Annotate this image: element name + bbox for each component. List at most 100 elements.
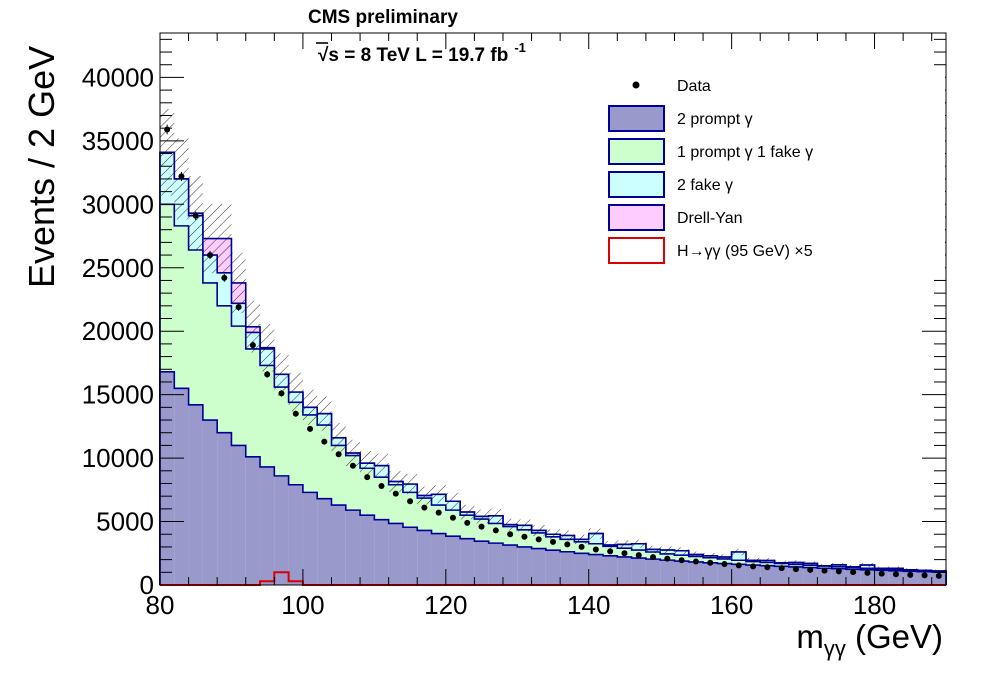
x-tick-label-140: 140 <box>567 590 610 620</box>
mc-uncertainty-band-bin-20 <box>445 492 461 510</box>
mc-uncertainty-band-bin-31 <box>603 541 618 550</box>
data-point-45 <box>807 566 814 573</box>
data-point-10 <box>307 425 314 432</box>
data-point-38 <box>707 559 714 566</box>
data-point-52 <box>907 571 914 578</box>
mc-uncertainty-band-bin-48 <box>845 565 861 569</box>
x-tick-label-160: 160 <box>710 590 753 620</box>
data-point-8 <box>278 390 285 397</box>
experiment-label: CMS preliminary <box>308 7 458 28</box>
mc-uncertainty-band-bin-18 <box>417 486 432 505</box>
y-tick-label-0: 0 <box>140 570 154 600</box>
2-prompt-bin-9 <box>288 484 303 585</box>
legend-item-drell-yan-label: Drell-Yan <box>677 210 743 227</box>
2-prompt-bin-21 <box>460 538 475 585</box>
mc-uncertainty-band-bin-10 <box>302 389 318 426</box>
mc-uncertainty-band-bin-54 <box>931 569 946 573</box>
mc-uncertainty-band-bin-38 <box>703 552 718 559</box>
data-point-11 <box>321 438 328 445</box>
y-tick-label-10000: 10000 <box>82 443 154 473</box>
mc-uncertainty-band-bin-39 <box>717 554 732 560</box>
data-point-16 <box>392 490 399 497</box>
mc-uncertainty-band-bin-43 <box>774 560 789 566</box>
x-tick-label-80: 80 <box>146 590 175 620</box>
data-point-12 <box>335 451 342 458</box>
lumi-exponent: -1 <box>514 40 526 55</box>
mc-uncertainty-band-bin-14 <box>360 450 375 476</box>
data-point-33 <box>635 552 642 559</box>
2-prompt-bin-6 <box>245 456 261 585</box>
data-point-27 <box>550 538 556 545</box>
legend: Data 2 prompt γ 1 prompt γ 1 fake γ 2 fake … <box>597 70 945 273</box>
mc-uncertainty-band-bin-33 <box>631 539 646 548</box>
data-point-26 <box>535 536 542 543</box>
legend-item-data-label: Data <box>677 78 711 95</box>
x-tick-label-120: 120 <box>424 590 467 620</box>
y-axis-title: Events / 2 GeV <box>21 46 62 288</box>
2-prompt-bin-39 <box>717 563 732 585</box>
2-prompt-bin-44 <box>788 566 804 585</box>
2-prompt-bin-28 <box>560 551 575 585</box>
data-point-3 <box>207 252 214 259</box>
data-point-35 <box>664 555 671 562</box>
data-point-17 <box>407 498 414 505</box>
mc-uncertainty-band-bin-30 <box>588 528 604 539</box>
y-tick-label-35000: 35000 <box>82 126 154 156</box>
2-prompt-bin-1 <box>174 388 189 585</box>
2-prompt-bin-24 <box>502 545 518 585</box>
mc-uncertainty-band-bin-52 <box>903 568 918 572</box>
2-prompt-bin-14 <box>360 515 375 585</box>
data-point-7 <box>264 371 271 378</box>
data-point-50 <box>878 570 885 577</box>
mc-uncertainty-band-bin-22 <box>474 509 489 524</box>
2-prompt-bin-16 <box>388 523 403 585</box>
2-prompt-bin-3 <box>202 420 218 585</box>
data-point-42 <box>764 564 771 571</box>
mc-uncertainty-band-bin-27 <box>545 529 561 540</box>
2-prompt-bin-52 <box>903 571 918 585</box>
mc-uncertainty-band-bin-4 <box>217 203 232 274</box>
data-point-43 <box>778 565 785 572</box>
2-prompt-bin-20 <box>445 536 461 585</box>
mc-uncertainty-band-bin-9 <box>288 372 303 412</box>
mc-uncertainty-band-bin-8 <box>274 353 289 396</box>
mc-uncertainty-band-bin-36 <box>674 547 689 555</box>
mc-uncertainty-band-bin-50 <box>874 566 889 570</box>
legend-item-2-fake-label: 2 fake γ <box>677 177 733 194</box>
legend-item-1-prompt-1-fake-label: 1 prompt γ 1 fake γ <box>677 144 813 161</box>
data-point-4 <box>221 274 228 281</box>
data-point-22 <box>478 523 485 530</box>
mc-uncertainty-band-bin-51 <box>888 566 904 570</box>
mc-uncertainty-band-bin-37 <box>688 551 704 558</box>
data-point-48 <box>850 569 857 576</box>
energy-lumi-label: √s = 8 TeV L = 19.7 fb -1 <box>318 40 526 66</box>
mc-uncertainty-band-bin-19 <box>431 485 446 504</box>
data-point-19 <box>435 509 442 516</box>
2-prompt-bin-27 <box>545 550 561 585</box>
2-prompt-bin-30 <box>588 554 604 585</box>
2-prompt-bin-47 <box>831 568 846 585</box>
mc-uncertainty-band-bin-24 <box>502 518 518 531</box>
mc-uncertainty-band-bin-42 <box>760 558 775 563</box>
data-point-18 <box>421 504 428 511</box>
data-point-6 <box>249 342 256 349</box>
mc-uncertainty-band-bin-21 <box>460 504 475 520</box>
2-prompt-bin-38 <box>703 562 718 585</box>
2-prompt-bin-48 <box>845 569 861 585</box>
2-prompt-bin-2 <box>188 404 203 585</box>
2-prompt-bin-10 <box>302 492 318 585</box>
2-prompt-bin-50 <box>874 570 889 585</box>
plot-frame <box>159 32 947 586</box>
data-point-40 <box>735 562 742 569</box>
y-tick-label-15000: 15000 <box>82 380 154 410</box>
header: CMS preliminary √s = 8 TeV L = 19.7 fb -1 <box>308 7 526 66</box>
data-point-20 <box>449 514 456 521</box>
mc-uncertainty-band-bin-12 <box>331 423 346 453</box>
2-prompt-bin-32 <box>617 556 632 585</box>
2-prompt-bin-46 <box>817 568 832 585</box>
2-prompt-bin-34 <box>645 559 661 585</box>
legend-item-2-prompt-label: 2 prompt γ <box>677 111 753 128</box>
mc-uncertainty-band-bin-45 <box>803 561 818 566</box>
data-point-53 <box>921 572 928 579</box>
